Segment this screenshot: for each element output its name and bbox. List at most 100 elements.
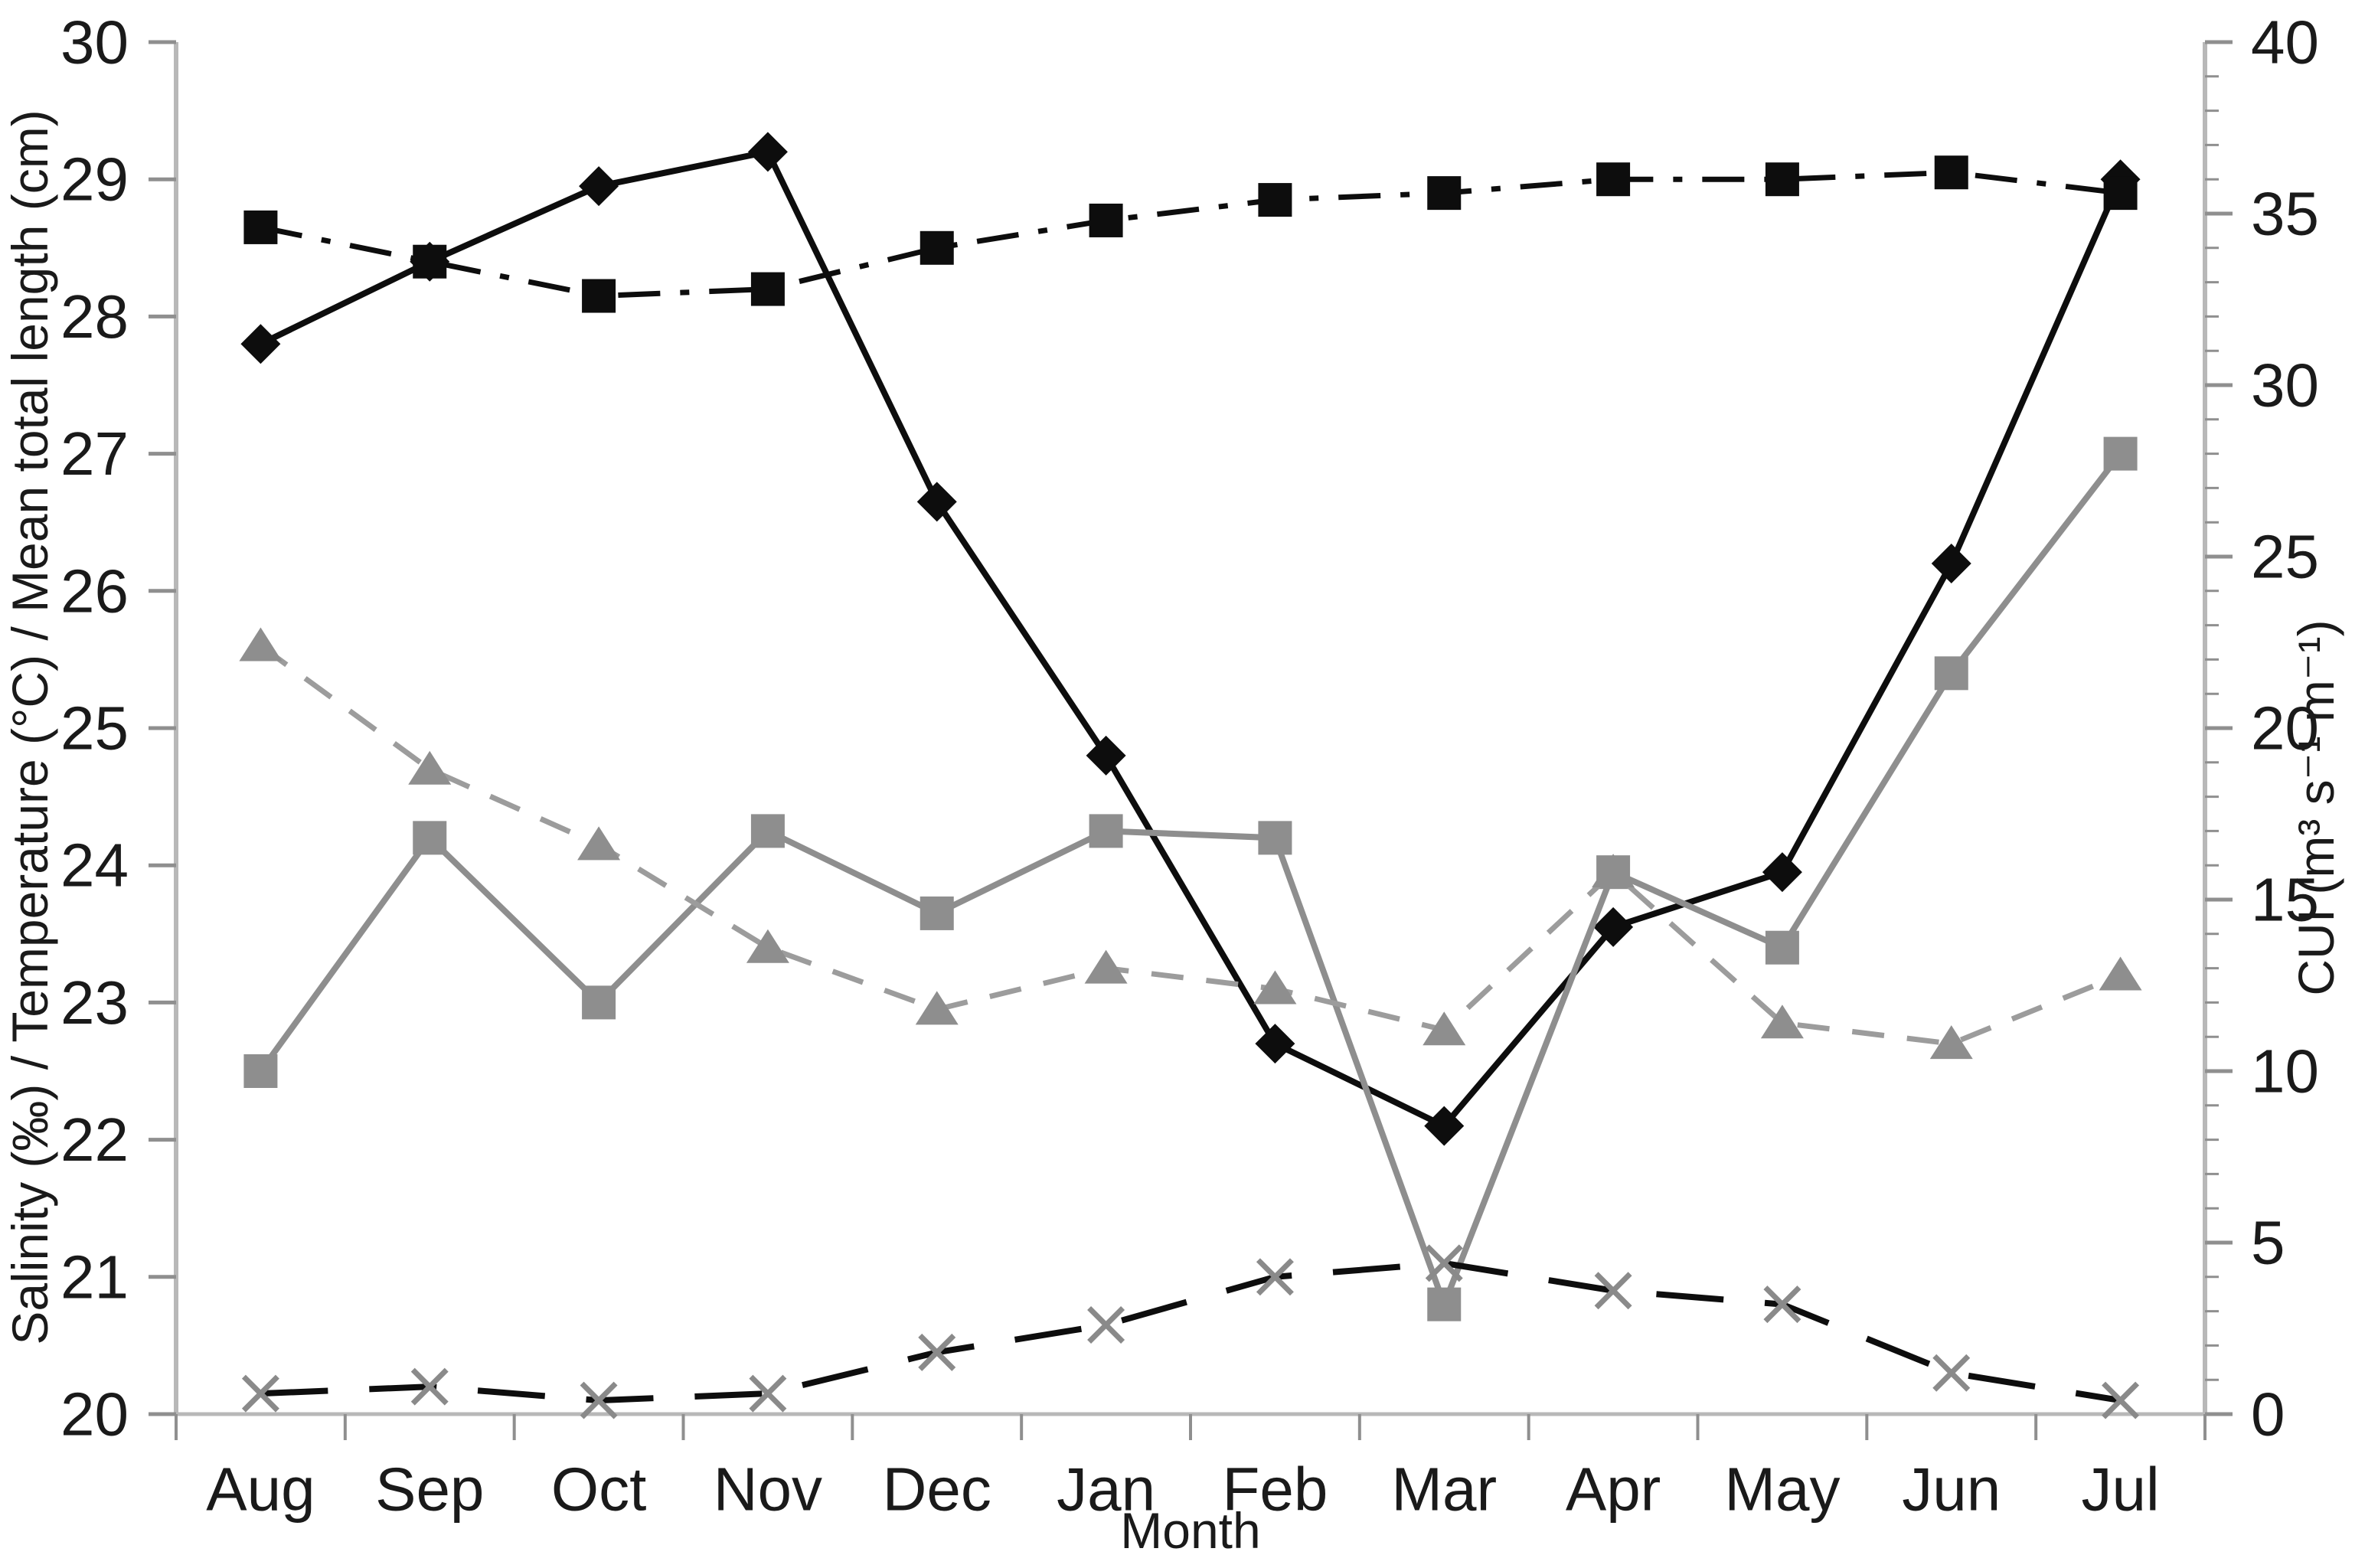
marker-triangle: [1253, 970, 1297, 1004]
marker-square: [1427, 176, 1462, 211]
series-line-solid-gray-square: [258, 452, 2123, 1313]
marker-square: [243, 210, 278, 244]
left-axis-tick-label: 23: [60, 969, 129, 1037]
marker-triangle: [577, 826, 621, 861]
labels-layer: Salinity (‰) / Temperature (°C) / Mean t…: [2, 109, 2344, 1559]
x-axis-month-label: Feb: [1222, 1455, 1328, 1524]
marker-square: [750, 272, 785, 306]
marker-x: [410, 1367, 449, 1406]
left-axis-tick-label: 26: [60, 557, 129, 625]
marker-diamond: [1762, 852, 1802, 893]
x-axis-month-label: Nov: [714, 1455, 822, 1524]
marker-diamond: [1255, 1024, 1295, 1064]
marker-triangle: [1592, 854, 1635, 888]
marker-x: [1256, 1258, 1294, 1296]
marker-square: [582, 985, 616, 1020]
marker-square: [1089, 203, 1123, 237]
x-axis-month-label: Sep: [375, 1455, 484, 1524]
marker-square: [1934, 656, 1968, 691]
right-axis-tick-label: 30: [2251, 351, 2319, 420]
left-axis-tick-label: 25: [60, 694, 129, 763]
left-axis-tick-label: 20: [60, 1380, 129, 1449]
marker-triangle: [746, 929, 789, 963]
marker-triangle: [1929, 1025, 1973, 1060]
series-layer: [239, 132, 2142, 1419]
x-axis-month-label: Apr: [1566, 1455, 1661, 1524]
series-line-longdash-black-x: [260, 1259, 2122, 1404]
marker-square: [1258, 183, 1292, 217]
marker-triangle: [2099, 956, 2142, 991]
left-axis-tick-label: 28: [60, 283, 129, 351]
marker-x: [2102, 1381, 2140, 1419]
series-solid-gray-square: [243, 436, 2138, 1321]
left-axis-title: Salinity (‰) / Temperature (°C) / Mean t…: [2, 109, 58, 1344]
x-axis-month-label: Jun: [1902, 1455, 2001, 1524]
x-axis-month-label: Mar: [1391, 1455, 1497, 1524]
marker-square: [2103, 176, 2138, 211]
marker-diamond: [747, 132, 788, 172]
marker-square: [920, 230, 954, 265]
marker-triangle: [1084, 949, 1128, 984]
right-axis-tick-label: 0: [2251, 1380, 2285, 1449]
marker-x: [1425, 1244, 1463, 1282]
marker-square: [1934, 155, 1968, 190]
marker-diamond: [1086, 735, 1126, 776]
series-longdash-black-x: [241, 1244, 2140, 1419]
marker-x: [1932, 1354, 1971, 1392]
series-dashdot-black-square: [243, 155, 2138, 313]
marker-x: [1087, 1306, 1125, 1344]
marker-diamond: [1593, 906, 1634, 947]
left-axis-tick-label: 21: [60, 1243, 129, 1311]
x-axis-month-label: Jul: [2081, 1455, 2159, 1524]
right-axis-tick-label: 25: [2251, 523, 2319, 591]
marker-x: [241, 1374, 279, 1413]
marker-diamond: [916, 482, 957, 522]
marker-square: [582, 279, 616, 313]
right-axis-tick-label: 35: [2251, 180, 2319, 248]
marker-diamond: [1424, 1106, 1465, 1146]
left-axis-tick-label: 27: [60, 420, 129, 488]
marker-square: [1765, 930, 1799, 965]
marker-square: [1089, 814, 1123, 848]
marker-x: [1594, 1272, 1632, 1310]
right-axis-tick-label: 40: [2251, 8, 2319, 77]
x-axis-month-label: May: [1724, 1455, 1840, 1524]
left-axis-tick-label: 22: [60, 1106, 129, 1174]
right-axis-tick-label: 20: [2251, 694, 2319, 763]
marker-square: [2103, 436, 2138, 471]
marker-square: [750, 814, 785, 848]
marker-square: [1765, 162, 1799, 197]
series-line-solid-black-diamond: [259, 148, 2124, 1130]
marker-triangle: [1760, 1004, 1804, 1039]
marker-diamond: [579, 166, 619, 207]
marker-x: [749, 1374, 787, 1413]
marker-diamond: [240, 324, 281, 364]
marker-square: [413, 821, 447, 855]
marker-x: [1763, 1285, 1801, 1324]
marker-x: [580, 1381, 618, 1419]
marker-triangle: [915, 991, 959, 1025]
marker-square: [413, 244, 447, 279]
left-axis-tick-label: 30: [60, 8, 129, 77]
right-axis-tick-label: 10: [2251, 1037, 2319, 1106]
series-line-dashed-gray-triangle: [259, 643, 2122, 1047]
right-axis-tick-label: 15: [2251, 866, 2319, 934]
marker-triangle: [408, 750, 452, 785]
x-axis-month-label: Aug: [206, 1455, 315, 1524]
x-axis-title: Month: [1120, 1502, 1260, 1559]
marker-square: [1258, 821, 1292, 855]
marker-triangle: [239, 627, 283, 662]
x-axis-month-label: Oct: [551, 1455, 646, 1524]
marker-square: [243, 1054, 278, 1088]
axes-layer: 20 21 22 23 24 25 26 27 28 29 30 0 5 10 15 20 25 30 35 40 Au…: [60, 8, 2319, 1524]
marker-square: [1427, 1287, 1462, 1321]
marker-x: [918, 1333, 956, 1371]
marker-diamond: [1931, 543, 1971, 583]
left-axis-tick-label: 24: [60, 831, 129, 900]
series-solid-black-diamond: [240, 132, 2141, 1146]
left-axis-tick-label: 29: [60, 145, 129, 214]
marker-triangle: [1423, 1011, 1466, 1046]
marker-square: [1596, 162, 1631, 197]
right-axis-tick-label: 5: [2251, 1209, 2285, 1277]
